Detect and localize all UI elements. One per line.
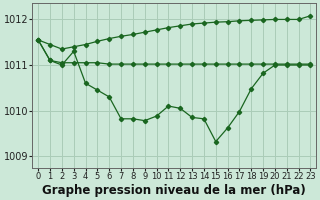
X-axis label: Graphe pression niveau de la mer (hPa): Graphe pression niveau de la mer (hPa) <box>43 184 306 197</box>
